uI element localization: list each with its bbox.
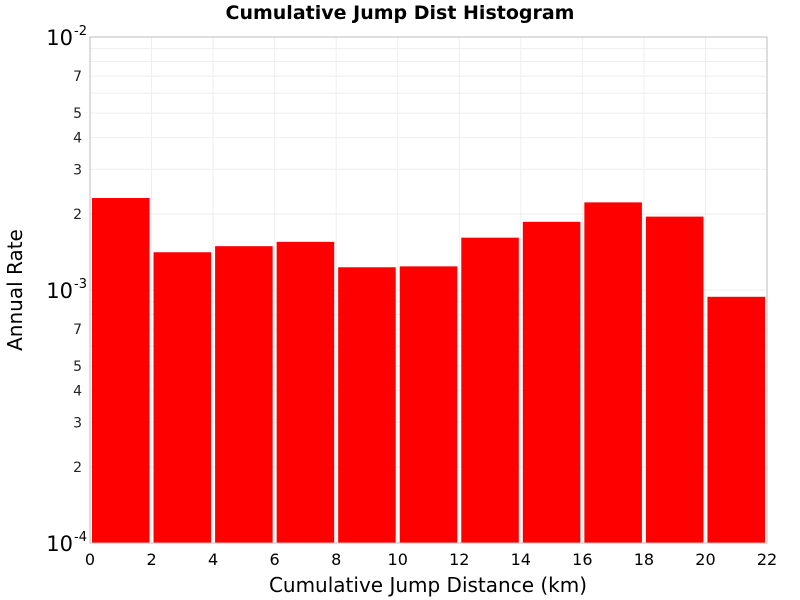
y-minor-tick-label: 2 xyxy=(73,460,82,476)
histogram-bar xyxy=(338,267,396,543)
x-tick-label: 0 xyxy=(85,550,95,569)
x-tick-label: 10 xyxy=(388,550,408,569)
x-tick-label: 16 xyxy=(572,550,592,569)
histogram-bar xyxy=(461,237,519,544)
x-tick-label: 18 xyxy=(634,550,654,569)
histogram-bar xyxy=(645,216,704,543)
histogram-bar xyxy=(707,296,765,543)
x-tick-label: 6 xyxy=(270,550,280,569)
y-minor-tick-label: 3 xyxy=(73,162,82,178)
histogram-bar xyxy=(276,241,335,544)
y-tick-exponent: -2 xyxy=(74,24,87,39)
y-minor-tick-label: 2 xyxy=(73,207,82,223)
histogram-bar xyxy=(92,198,150,543)
y-minor-tick-label: 4 xyxy=(73,384,82,400)
x-tick-label: 12 xyxy=(449,550,469,569)
y-minor-tick-label: 5 xyxy=(73,106,82,122)
y-minor-tick-label: 4 xyxy=(73,131,82,147)
x-tick-label: 4 xyxy=(208,550,218,569)
x-axis-label: Cumulative Jump Distance (km) xyxy=(269,573,587,597)
x-tick-label: 8 xyxy=(331,550,341,569)
y-minor-tick-label: 5 xyxy=(73,359,82,375)
y-axis-label: Annual Rate xyxy=(3,229,27,351)
histogram-bar xyxy=(215,246,273,543)
x-tick-label: 20 xyxy=(695,550,715,569)
histogram-bar xyxy=(153,252,212,543)
histogram-bar xyxy=(584,202,642,544)
y-major-tick-label: 10 -3 xyxy=(46,277,87,303)
x-tick-label: 14 xyxy=(511,550,531,569)
y-minor-tick-label: 3 xyxy=(73,415,82,431)
y-tick-exponent: -4 xyxy=(74,530,87,545)
y-tick-base: 10 xyxy=(46,26,73,50)
y-minor-tick-label: 7 xyxy=(73,69,82,85)
y-major-tick-label: 10 -4 xyxy=(46,530,87,556)
y-tick-base: 10 xyxy=(46,532,73,556)
y-tick-base: 10 xyxy=(46,279,73,303)
y-minor-tick-label: 7 xyxy=(73,322,82,338)
x-tick-label: 22 xyxy=(757,550,777,569)
bars xyxy=(92,198,765,544)
y-tick-exponent: -3 xyxy=(74,277,87,292)
chart-title: Cumulative Jump Dist Histogram xyxy=(225,2,575,24)
x-tick-label: 2 xyxy=(146,550,156,569)
y-major-tick-label: 10 -2 xyxy=(46,24,87,50)
histogram-bar xyxy=(522,221,581,543)
histogram-bar xyxy=(399,266,458,543)
x-axis-ticks: 0 2 4 6 8 10 12 14 16 18 20 22 xyxy=(85,550,777,569)
plot-border xyxy=(89,36,768,544)
